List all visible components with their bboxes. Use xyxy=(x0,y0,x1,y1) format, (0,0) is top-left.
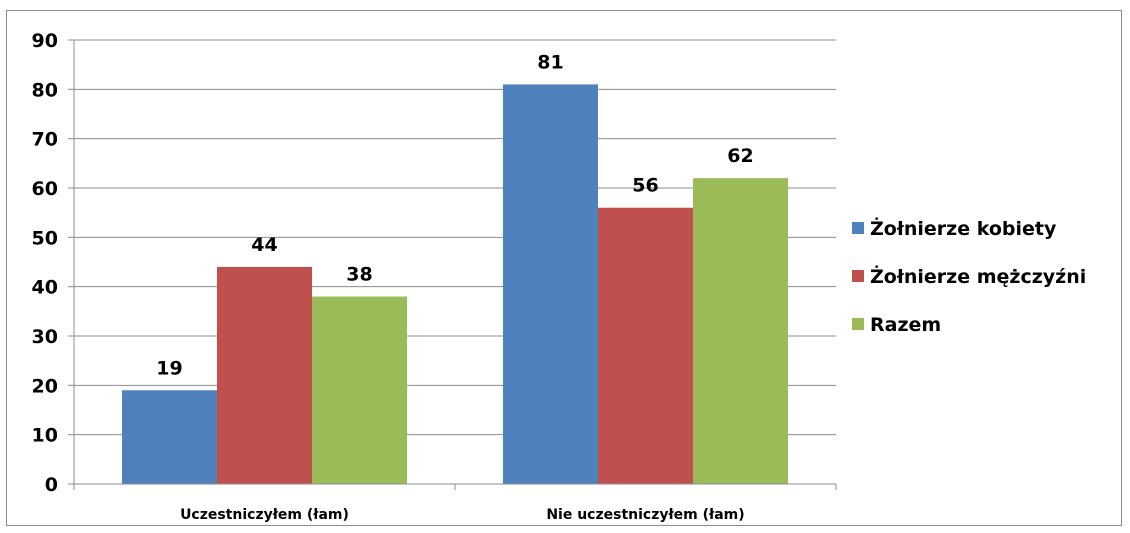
data-label: 19 xyxy=(156,357,182,379)
y-tick-label: 0 xyxy=(45,474,58,496)
legend-label: Razem xyxy=(870,314,941,336)
data-label: 38 xyxy=(346,264,372,286)
y-tick-label: 20 xyxy=(32,375,58,397)
x-axis xyxy=(73,40,837,490)
y-tick-label: 80 xyxy=(32,79,58,101)
x-category-label: Nie uczestniczyłem (łam) xyxy=(546,507,744,523)
bar xyxy=(693,178,788,484)
bar xyxy=(312,296,407,484)
y-tick-label: 70 xyxy=(32,129,58,151)
data-label: 44 xyxy=(251,234,277,256)
y-tick-label: 60 xyxy=(32,178,58,200)
legend: Żołnierze kobiety Żołnierze mężczyźni Raze… xyxy=(852,216,1086,336)
bar xyxy=(217,266,312,484)
y-tick-label: 30 xyxy=(32,326,58,348)
data-label: 56 xyxy=(632,175,658,197)
bar xyxy=(503,84,598,485)
legend-label: Żołnierze mężczyźni xyxy=(870,264,1086,288)
legend-swatch xyxy=(852,318,864,330)
bar xyxy=(122,390,217,484)
x-category-label: Uczestniczyłem (łam) xyxy=(180,507,349,523)
legend-label: Żołnierze kobiety xyxy=(870,216,1057,240)
data-label: 62 xyxy=(727,145,753,167)
legend-swatch xyxy=(852,222,864,234)
x-axis-category-labels: Uczestniczyłem (łam) Nie uczestniczyłem (… xyxy=(180,507,745,523)
legend-swatch xyxy=(852,270,864,282)
bar xyxy=(598,207,693,484)
y-tick-label: 50 xyxy=(32,227,58,249)
y-tick-label: 40 xyxy=(32,277,58,299)
data-labels: 19 44 38 81 56 62 xyxy=(156,51,753,379)
data-label: 81 xyxy=(537,51,563,73)
bars xyxy=(122,84,788,485)
y-tick-label: 10 xyxy=(32,425,58,447)
y-tick-label: 90 xyxy=(32,30,58,52)
y-axis-ticks: 0 10 20 30 40 50 60 70 80 90 xyxy=(32,30,74,496)
